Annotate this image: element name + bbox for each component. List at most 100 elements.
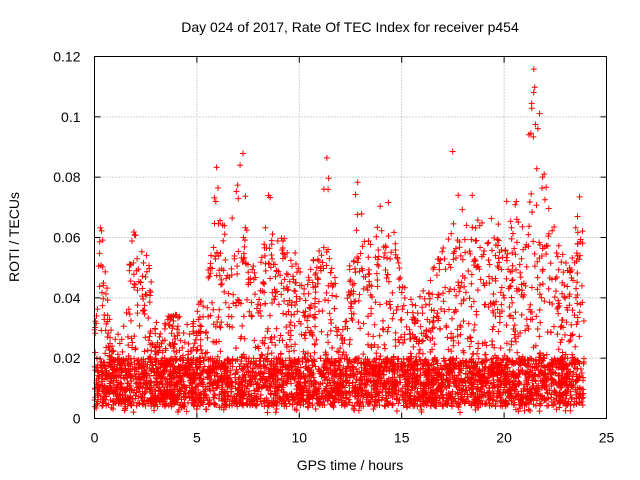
- data-point: [574, 318, 581, 325]
- data-point: [309, 358, 316, 365]
- data-point: [370, 385, 377, 392]
- data-point: [524, 390, 531, 397]
- data-point: [447, 264, 454, 271]
- data-point: [193, 347, 200, 354]
- data-point: [395, 259, 402, 266]
- data-point: [301, 385, 308, 392]
- data-point: [410, 401, 417, 408]
- data-point: [365, 238, 372, 245]
- data-point: [301, 354, 308, 361]
- data-point: [263, 356, 270, 363]
- data-point: [262, 334, 269, 341]
- data-point: [293, 260, 300, 267]
- data-point: [490, 291, 497, 298]
- data-point: [495, 255, 502, 262]
- data-point: [127, 401, 134, 408]
- data-point: [222, 404, 229, 411]
- data-point: [466, 387, 473, 394]
- data-point: [142, 291, 149, 298]
- data-point: [266, 245, 273, 252]
- data-point: [292, 370, 299, 377]
- data-point: [489, 359, 496, 366]
- data-point: [508, 224, 515, 231]
- data-point: [437, 256, 444, 263]
- data-point: [198, 346, 205, 353]
- data-point: [267, 387, 274, 394]
- data-point: [257, 287, 264, 294]
- data-point: [201, 354, 208, 361]
- data-point: [426, 301, 433, 308]
- data-point: [508, 294, 515, 301]
- data-point: [231, 253, 238, 260]
- data-point: [272, 273, 279, 280]
- data-point: [348, 359, 355, 366]
- data-point: [383, 274, 390, 281]
- data-point: [380, 254, 387, 261]
- data-point: [491, 235, 498, 241]
- data-point: [134, 302, 141, 309]
- data-point: [149, 390, 156, 397]
- data-point: [578, 369, 585, 376]
- data-point: [517, 397, 524, 404]
- data-point: [104, 285, 111, 292]
- data-point: [168, 393, 175, 400]
- data-point: [468, 370, 475, 377]
- data-point: [217, 366, 224, 373]
- data-point: [212, 392, 219, 399]
- data-point: [232, 371, 239, 378]
- data-point: [212, 377, 219, 384]
- data-point: [190, 377, 197, 384]
- data-point: [554, 331, 561, 338]
- data-point: [157, 364, 164, 371]
- data-point: [576, 193, 583, 200]
- data-point: [481, 247, 488, 254]
- data-point: [172, 336, 179, 343]
- data-point: [366, 358, 373, 365]
- data-point: [156, 333, 163, 340]
- data-point: [554, 305, 561, 312]
- data-point: [460, 396, 467, 403]
- data-point: [257, 312, 264, 319]
- data-point: [455, 340, 462, 347]
- data-point: [219, 388, 226, 395]
- data-point: [356, 291, 363, 298]
- data-point: [168, 355, 175, 362]
- data-point: [108, 327, 115, 334]
- data-point: [301, 332, 308, 339]
- data-point: [248, 381, 255, 388]
- data-point: [215, 252, 222, 259]
- data-point: [214, 249, 221, 256]
- data-point: [179, 364, 186, 371]
- data-point: [218, 362, 225, 369]
- data-point: [347, 368, 354, 375]
- data-point: [197, 322, 204, 329]
- data-point: [377, 374, 384, 381]
- data-point: [185, 389, 192, 396]
- data-point: [557, 339, 564, 346]
- data-point: [381, 345, 388, 352]
- data-point: [293, 293, 300, 300]
- data-point: [460, 349, 467, 356]
- data-point: [230, 300, 237, 307]
- data-point: [519, 367, 526, 374]
- data-point: [109, 366, 116, 373]
- data-point: [152, 326, 159, 333]
- data-point: [134, 255, 141, 262]
- data-point: [509, 262, 516, 269]
- data-point: [523, 401, 530, 408]
- data-point: [178, 396, 185, 403]
- data-point: [225, 374, 232, 381]
- data-point: [146, 356, 153, 363]
- data-point: [301, 314, 308, 321]
- data-point: [505, 285, 512, 292]
- data-point: [352, 379, 359, 386]
- data-point: [190, 323, 197, 330]
- data-point: [221, 400, 228, 407]
- data-point: [200, 397, 207, 404]
- data-point: [299, 392, 306, 399]
- data-point: [148, 402, 155, 409]
- data-point: [343, 355, 350, 362]
- data-point: [139, 285, 146, 292]
- data-point: [370, 333, 377, 340]
